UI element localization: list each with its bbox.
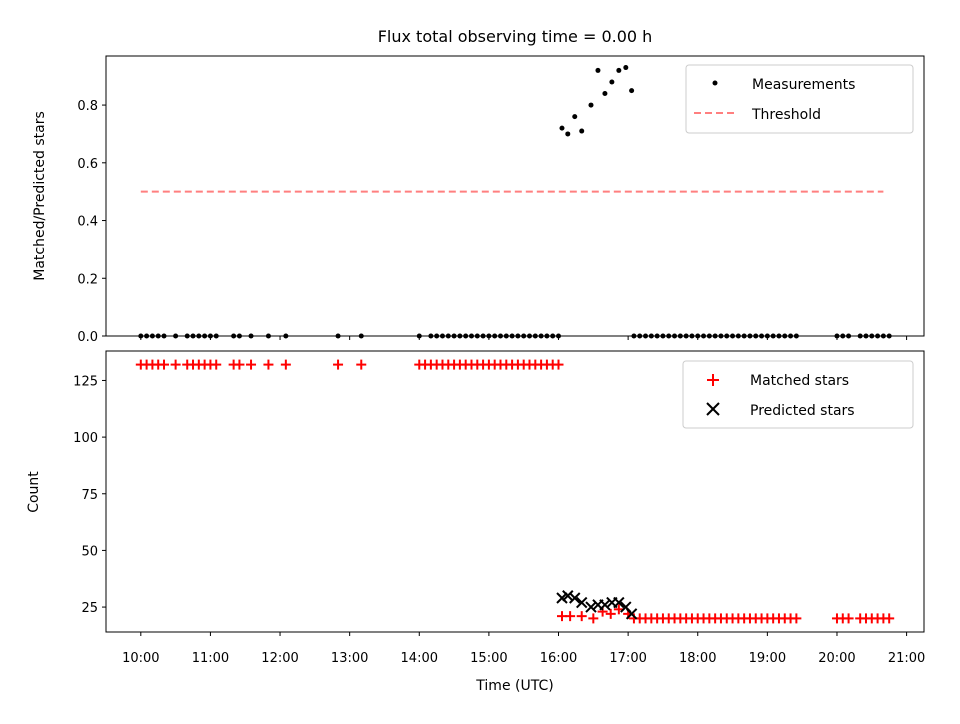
bottom-panel-ticks: 25 50 75 100 125 10:00 11:00 12:00 13:00 14:00 15:… [73,374,925,666]
bottom-y-tick-label: 75 [81,488,98,503]
matched-star-point [211,359,222,370]
matched-star-point [576,611,587,622]
x-tick-label: 19:00 [749,651,786,666]
matched-star-point [553,359,564,370]
matched-star-point [280,359,291,370]
legend-matched-label: Matched stars [750,373,849,389]
matched-star-point [263,359,274,370]
top-y-tick-label: 0.6 [77,157,98,172]
x-tick-label: 21:00 [888,651,925,666]
predicted-star-point [625,608,638,620]
matched-star-point [843,613,854,624]
measurement-point [559,125,565,131]
predicted-star-points [556,590,638,620]
top-y-axis-label: Matched/Predicted stars [32,111,48,281]
bottom-legend: Matched stars Predicted stars [682,360,914,429]
measurement-point [616,67,622,73]
predicted-star-point [585,601,597,613]
chart-title: Flux total observing time = 0.00 h [378,27,653,46]
matched-star-point [159,359,170,370]
x-axis-label: Time (UTC) [475,678,553,694]
legend-measurements-label: Measurements [752,77,855,93]
x-tick-label: 18:00 [679,651,716,666]
predicted-star-point [576,596,588,609]
top-y-tick-label: 0.4 [77,215,98,230]
matched-star-point [791,613,802,624]
bottom-y-tick-label: 50 [81,544,98,559]
x-tick-label: 13:00 [331,651,368,666]
top-panel-frame [105,55,925,337]
measurement-point [623,65,629,71]
legend-predicted-marker [706,402,720,416]
bottom-y-tick-label: 100 [73,431,98,446]
top-y-tick-label: 0.0 [77,330,98,345]
matched-star-point [588,613,599,624]
legend-matched-marker [707,374,719,386]
bottom-panel-frame [105,350,925,633]
matched-star-point [333,359,344,370]
predicted-star-point [569,592,581,604]
bottom-y-axis-label: Count [26,471,42,513]
top-y-tick-label: 0.8 [77,99,98,114]
matched-star-point [565,611,576,622]
x-tick-label: 16:00 [540,651,577,666]
bottom-y-tick-label: 25 [81,601,98,616]
measurement-point [579,128,585,134]
predicted-star-point [562,590,574,602]
predicted-star-point [613,596,625,609]
predicted-star-point [599,599,611,611]
x-tick-label: 20:00 [818,651,855,666]
measurement-point [609,79,615,85]
top-legend: Measurements Threshold [685,64,914,134]
matched-star-point [884,613,895,624]
bottom-y-tick-label: 125 [73,374,98,389]
top-y-tick-label: 0.2 [77,272,98,287]
x-tick-label: 12:00 [261,651,298,666]
matched-star-point [605,608,616,619]
matched-star-point [246,359,257,370]
measurement-point [565,131,571,137]
legend-measurements-marker [712,80,718,86]
x-tick-label: 11:00 [192,651,229,666]
measurement-point [588,102,594,108]
x-tick-label: 14:00 [401,651,438,666]
measurement-point [595,67,601,73]
matched-star-points [135,359,895,624]
measurement-point [602,91,608,97]
legend-predicted-label: Predicted stars [750,403,855,419]
matched-star-point [234,359,245,370]
matched-star-point [170,359,181,370]
x-tick-label: 10:00 [122,651,159,666]
matched-star-point [356,359,367,370]
x-tick-label: 17:00 [609,651,646,666]
measurement-point [572,114,578,120]
x-tick-label: 15:00 [470,651,507,666]
measurement-point [629,88,635,94]
legend-threshold-label: Threshold [751,107,821,123]
